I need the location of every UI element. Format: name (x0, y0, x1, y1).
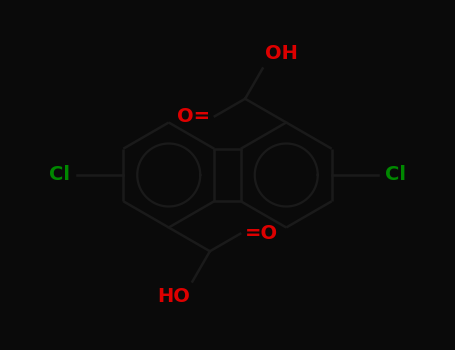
Text: HO: HO (157, 287, 190, 306)
Text: Cl: Cl (385, 166, 406, 184)
Text: Cl: Cl (49, 166, 70, 184)
Text: OH: OH (265, 44, 298, 63)
Text: =O: =O (245, 224, 278, 243)
Text: O=: O= (177, 107, 210, 126)
